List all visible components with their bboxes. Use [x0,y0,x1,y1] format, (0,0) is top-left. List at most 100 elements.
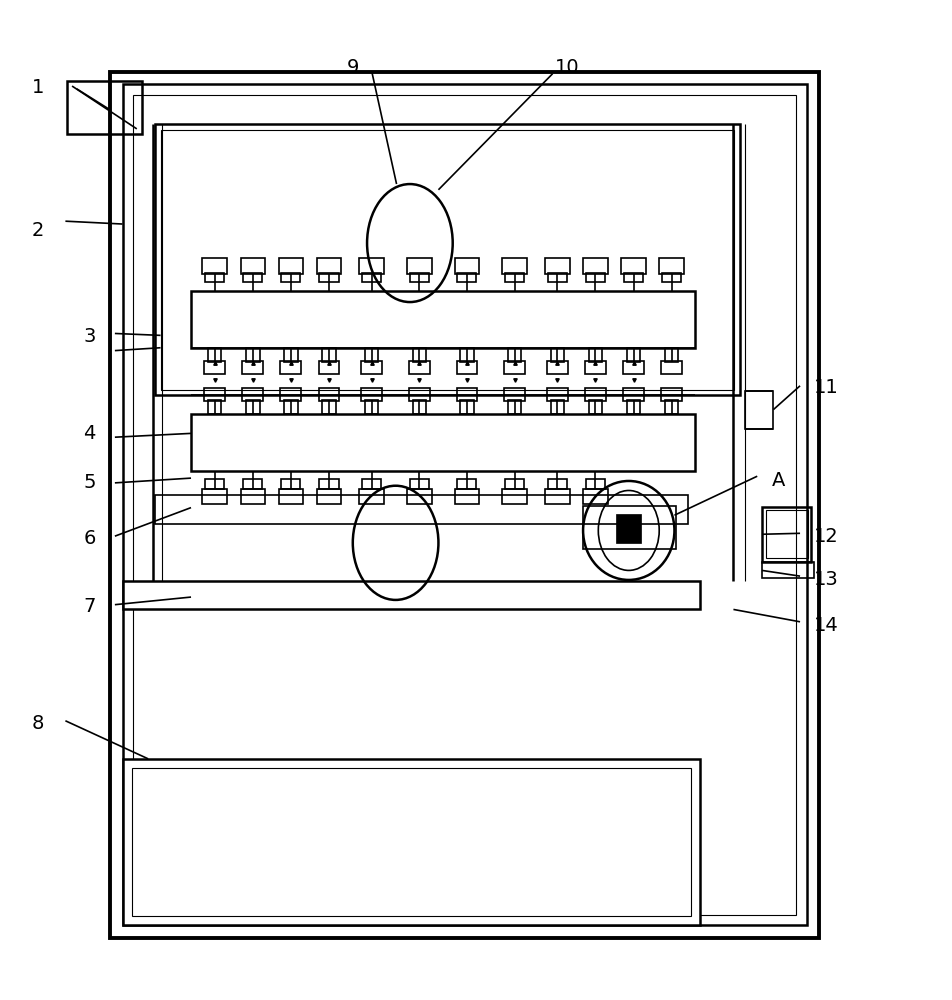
Bar [659,258,684,274]
Text: 14: 14 [813,616,838,635]
Bar [316,489,341,504]
Bar [661,361,682,374]
Bar [583,506,676,549]
Bar [546,361,567,374]
Bar [588,348,602,362]
Bar [505,273,524,282]
Bar [545,489,569,504]
Bar [546,388,567,401]
Bar [547,479,566,489]
Bar [545,258,569,274]
Bar [110,72,818,938]
Bar [208,348,221,362]
Bar [154,495,687,524]
Bar [243,479,262,489]
Text: 10: 10 [554,58,579,77]
Text: 4: 4 [84,424,96,443]
Bar [583,489,607,504]
Bar [322,400,335,414]
Bar [412,400,426,414]
Bar [407,258,431,274]
Bar [505,479,524,489]
Bar [460,400,473,414]
Text: 11: 11 [813,378,838,397]
Bar [583,258,607,274]
Bar [242,388,263,401]
Text: 13: 13 [813,570,838,589]
Bar [359,489,384,504]
Text: 6: 6 [84,529,96,548]
Bar [190,291,695,348]
Text: 5: 5 [83,473,96,492]
Bar [243,273,262,282]
Bar [588,400,602,414]
Bar [319,273,338,282]
Bar [454,258,479,274]
Bar [361,361,382,374]
Bar [661,388,682,401]
Bar [365,348,378,362]
Bar [319,479,338,489]
Bar [454,489,479,504]
Bar [585,388,605,401]
Bar [408,388,429,401]
Bar [616,514,641,543]
Bar [322,348,335,362]
Text: 9: 9 [347,58,359,77]
Bar [664,348,678,362]
Bar [409,273,428,282]
Bar [585,361,605,374]
Bar [744,391,773,429]
Bar [412,348,426,362]
Text: 1: 1 [32,78,45,97]
Bar [623,388,644,401]
Bar [507,400,521,414]
Bar [123,759,700,925]
Bar [762,562,813,578]
Bar [280,361,301,374]
Bar [408,361,429,374]
Bar [123,581,700,609]
Text: 3: 3 [84,327,96,346]
Bar [550,400,564,414]
Bar [202,489,227,504]
Bar [547,273,566,282]
Bar [281,479,300,489]
Bar [280,388,301,401]
Text: 2: 2 [32,221,45,240]
Bar [204,388,225,401]
Bar [762,507,810,562]
Bar [68,81,142,134]
Bar [204,361,225,374]
Bar [460,348,473,362]
Bar [624,273,643,282]
Bar [281,273,300,282]
Bar [284,348,297,362]
Bar [457,273,476,282]
Bar [362,273,381,282]
Bar [132,768,690,916]
Bar [662,273,681,282]
Bar [278,258,303,274]
Bar [362,479,381,489]
Bar [585,479,605,489]
Bar [621,258,645,274]
Bar [240,258,265,274]
Bar [409,479,428,489]
Bar [507,348,521,362]
Bar [190,414,695,471]
Bar [456,361,477,374]
Bar [502,258,526,274]
Text: 8: 8 [32,714,45,733]
Bar [361,388,382,401]
Bar [456,388,477,401]
Bar [318,361,339,374]
Bar [626,400,640,414]
Bar [202,258,227,274]
Bar [154,124,740,395]
Bar [407,489,431,504]
Bar [504,361,525,374]
Bar [205,273,224,282]
Bar [765,510,806,558]
Bar [502,489,526,504]
